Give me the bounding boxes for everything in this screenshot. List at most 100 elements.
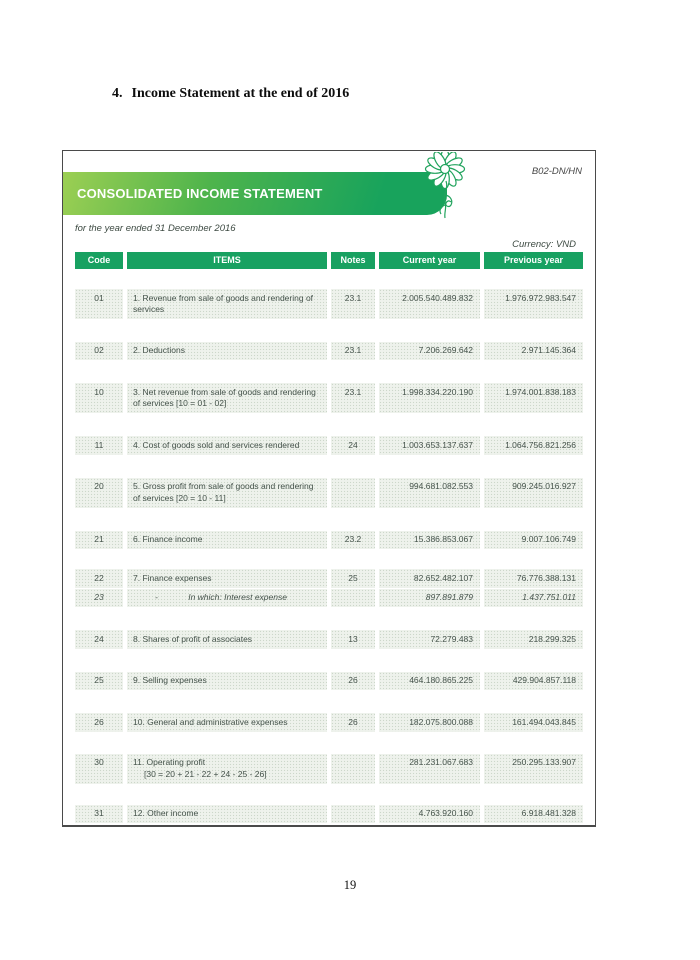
page-title: 4. Income Statement at the end of 2016 bbox=[112, 86, 349, 102]
code-cell: 11 bbox=[75, 436, 123, 455]
item-line1: 4. Cost of goods sold and services rende… bbox=[133, 439, 300, 450]
item-line1: 6. Finance income bbox=[133, 534, 203, 545]
current-year-cell: 82.652.482.107 bbox=[379, 569, 480, 588]
header-items: ITEMS bbox=[127, 252, 327, 269]
note-cell: 26 bbox=[331, 713, 375, 732]
previous-year-cell: 218.299.325 bbox=[484, 630, 583, 649]
previous-year-cell: 2.971.145.364 bbox=[484, 341, 583, 361]
note-cell: 24 bbox=[331, 436, 375, 455]
note-cell: 26 bbox=[331, 671, 375, 691]
page-title-text: Income Statement at the end of 2016 bbox=[131, 86, 350, 101]
current-year-cell: 994.681.082.553 bbox=[379, 477, 480, 508]
code-cell: 30 bbox=[75, 753, 123, 784]
item-cell: 9. Selling expenses bbox=[127, 671, 327, 691]
table-row: 02 2. Deductions 23.1 7.206.269.642 2.97… bbox=[75, 341, 583, 361]
dash-marker: - bbox=[155, 592, 158, 603]
page-title-number: 4. bbox=[112, 86, 123, 101]
item-line1: 1. Revenue from sale of goods and render… bbox=[133, 292, 314, 303]
previous-year-cell: 1.437.751.011 bbox=[484, 588, 583, 608]
table-row: 11 4. Cost of goods sold and services re… bbox=[75, 436, 583, 455]
table-header-row: Code ITEMS Notes Current year Previous y… bbox=[75, 252, 583, 269]
item-line2: of services [10 = 01 - 02] bbox=[133, 398, 227, 409]
table-row: 01 1. Revenue from sale of goods and ren… bbox=[75, 289, 583, 319]
previous-year-cell: 429.904.857.118 bbox=[484, 671, 583, 691]
page-number: 19 bbox=[343, 878, 357, 892]
item-line1: 9. Selling expenses bbox=[133, 675, 207, 686]
code-cell: 26 bbox=[75, 713, 123, 732]
previous-year-cell: 909.245.016.927 bbox=[484, 477, 583, 508]
item-cell: 12. Other income bbox=[127, 804, 327, 823]
statement-title: CONSOLIDATED INCOME STATEMENT bbox=[77, 186, 323, 201]
current-year-cell: 7.206.269.642 bbox=[379, 341, 480, 361]
note-cell bbox=[331, 753, 375, 784]
previous-year-cell: 250.295.133.907 bbox=[484, 753, 583, 784]
form-code-label: B02-DN/HN bbox=[531, 166, 582, 177]
currency-label: Currency: VND bbox=[512, 239, 576, 250]
current-year-cell: 464.180.865.225 bbox=[379, 671, 480, 691]
item-line2: of services [20 = 10 - 11] bbox=[133, 492, 226, 503]
code-cell: 01 bbox=[75, 289, 123, 319]
header-current-year: Current year bbox=[379, 252, 480, 269]
item-cell: 11. Operating profit [30 = 20 + 21 - 22 … bbox=[127, 753, 327, 784]
table-row: 21 6. Finance income 23.2 15.386.853.067… bbox=[75, 530, 583, 550]
code-cell: 25 bbox=[75, 671, 123, 691]
current-year-cell: 281.231.067.683 bbox=[379, 753, 480, 784]
current-year-cell: 15.386.853.067 bbox=[379, 530, 480, 550]
code-cell: 10 bbox=[75, 383, 123, 414]
header-code: Code bbox=[75, 252, 123, 269]
code-cell: 21 bbox=[75, 530, 123, 550]
item-line1: In which: Interest expense bbox=[188, 592, 287, 603]
note-cell: 13 bbox=[331, 630, 375, 649]
item-line1: 8. Shares of profit of associates bbox=[133, 633, 253, 644]
header-notes: Notes bbox=[331, 252, 375, 269]
table-row: 10 3. Net revenue from sale of goods and… bbox=[75, 383, 583, 414]
current-year-cell: 1.003.653.137.637 bbox=[379, 436, 480, 455]
item-line1: 3. Net revenue from sale of goods and re… bbox=[133, 386, 316, 397]
code-cell: 24 bbox=[75, 630, 123, 649]
item-cell: 4. Cost of goods sold and services rende… bbox=[127, 436, 327, 455]
item-line1: 12. Other income bbox=[133, 808, 199, 818]
code-cell: 31 bbox=[75, 804, 123, 823]
note-cell: 23.1 bbox=[331, 341, 375, 361]
item-cell: 2. Deductions bbox=[127, 341, 327, 361]
item-line1: 11. Operating profit bbox=[133, 757, 206, 768]
code-cell: 02 bbox=[75, 341, 123, 361]
item-cell: 1. Revenue from sale of goods and render… bbox=[127, 289, 327, 319]
statement-title-banner: CONSOLIDATED INCOME STATEMENT bbox=[63, 172, 447, 215]
item-cell: 8. Shares of profit of associates bbox=[127, 630, 327, 649]
code-cell: 23 bbox=[75, 588, 123, 608]
current-year-cell: 897.891.879 bbox=[379, 588, 480, 608]
item-cell: 5. Gross profit from sale of goods and r… bbox=[127, 477, 327, 508]
item-line1: 7. Finance expenses bbox=[133, 572, 212, 583]
note-cell: 23.1 bbox=[331, 289, 375, 319]
note-cell: 23.2 bbox=[331, 530, 375, 550]
code-cell: 22 bbox=[75, 569, 123, 588]
income-statement-table: Code ITEMS Notes Current year Previous y… bbox=[75, 252, 583, 846]
note-cell bbox=[331, 804, 375, 823]
table-row: 30 11. Operating profit [30 = 20 + 21 - … bbox=[75, 753, 583, 784]
table-row: 20 5. Gross profit from sale of goods an… bbox=[75, 477, 583, 508]
previous-year-cell: 1.974.001.838.183 bbox=[484, 383, 583, 414]
item-cell: 10. General and administrative expenses bbox=[127, 713, 327, 732]
current-year-cell: 1.998.334.220.190 bbox=[379, 383, 480, 414]
note-cell: 23.1 bbox=[331, 383, 375, 414]
current-year-cell: 72.279.483 bbox=[379, 630, 480, 649]
item-cell: 3. Net revenue from sale of goods and re… bbox=[127, 383, 327, 414]
flower-logo-icon bbox=[424, 152, 466, 219]
item-cell: 7. Finance expenses bbox=[127, 569, 327, 588]
income-statement-document: B02-DN/HN CONSOLIDATED INCOME STATEMENT bbox=[62, 150, 596, 827]
table-row: 25 9. Selling expenses 26 464.180.865.22… bbox=[75, 671, 583, 691]
note-cell: 25 bbox=[331, 569, 375, 588]
item-line1: 5. Gross profit from sale of goods and r… bbox=[133, 481, 314, 492]
note-cell bbox=[331, 477, 375, 508]
current-year-cell: 4.763.920.160 bbox=[379, 804, 480, 823]
previous-year-cell: 76.776.388.131 bbox=[484, 569, 583, 588]
code-cell: 20 bbox=[75, 477, 123, 508]
item-line2: [30 = 20 + 21 - 22 + 24 - 25 - 26] bbox=[144, 768, 267, 779]
table-row: 26 10. General and administrative expens… bbox=[75, 713, 583, 732]
current-year-cell: 2.005.540.489.832 bbox=[379, 289, 480, 319]
current-year-cell: 182.075.800.088 bbox=[379, 713, 480, 732]
previous-year-cell: 6.918.481.328 bbox=[484, 804, 583, 823]
item-cell: 6. Finance income bbox=[127, 530, 327, 550]
note-cell bbox=[331, 588, 375, 608]
